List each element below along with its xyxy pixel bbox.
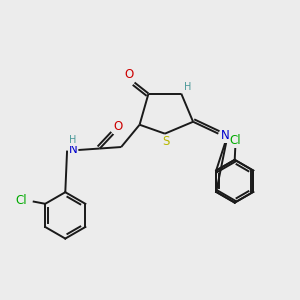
Text: S: S xyxy=(163,136,170,148)
Text: N: N xyxy=(220,129,229,142)
Text: Cl: Cl xyxy=(230,134,241,147)
Text: N: N xyxy=(69,142,77,156)
Text: H: H xyxy=(69,136,77,146)
Text: O: O xyxy=(124,68,133,81)
Text: Cl: Cl xyxy=(15,194,27,207)
Text: O: O xyxy=(114,120,123,133)
Text: H: H xyxy=(184,82,191,92)
